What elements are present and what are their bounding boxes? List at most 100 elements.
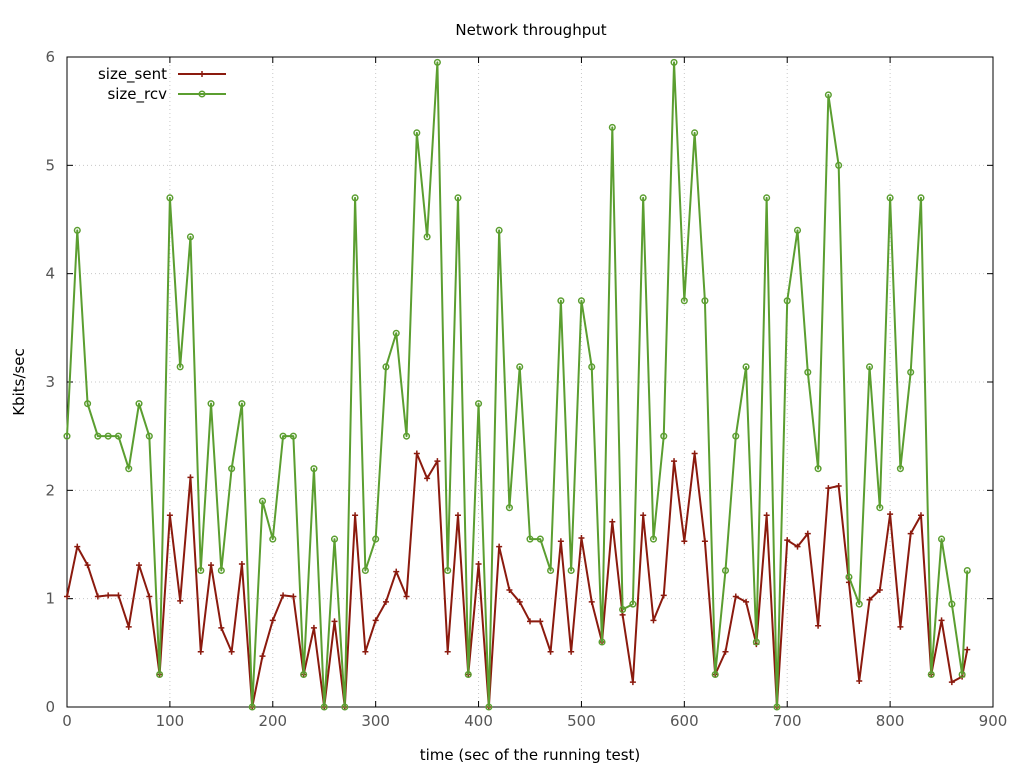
data-point-size_sent bbox=[964, 646, 971, 653]
data-point-size_rcv bbox=[475, 400, 483, 408]
data-point-size_rcv bbox=[382, 363, 390, 371]
data-point-size_sent bbox=[444, 648, 451, 655]
data-point-size_rcv bbox=[94, 432, 102, 440]
data-point-size_rcv bbox=[536, 535, 544, 543]
x-tick-label: 900 bbox=[979, 712, 1008, 730]
data-point-size_sent bbox=[187, 474, 194, 481]
data-point-size_rcv bbox=[670, 58, 678, 66]
data-point-size_rcv bbox=[330, 535, 339, 543]
x-tick-label: 400 bbox=[464, 712, 493, 730]
data-point-size_sent bbox=[557, 538, 564, 545]
series-size_sent bbox=[64, 450, 971, 710]
data-point-size_rcv bbox=[217, 566, 225, 575]
data-point-size_sent bbox=[938, 617, 945, 624]
data-point-size_rcv bbox=[423, 233, 431, 241]
data-point-size_rcv bbox=[835, 161, 843, 169]
x-tick-label: 700 bbox=[773, 712, 802, 730]
data-point-size_rcv bbox=[413, 129, 421, 137]
data-point-size_sent bbox=[763, 512, 770, 519]
data-point-size_rcv bbox=[125, 465, 133, 473]
data-point-size_sent bbox=[681, 538, 688, 545]
y-tick-label: 5 bbox=[45, 156, 55, 174]
data-point-size_rcv bbox=[917, 194, 925, 202]
data-point-size_sent bbox=[743, 598, 750, 605]
data-point-size_rcv bbox=[351, 194, 359, 202]
data-point-size_sent bbox=[331, 618, 338, 625]
data-point-size_rcv bbox=[63, 432, 71, 440]
data-point-size_rcv bbox=[258, 497, 267, 505]
data-point-size_rcv bbox=[176, 363, 184, 371]
data-point-size_sent bbox=[424, 475, 431, 482]
data-point-size_sent bbox=[310, 624, 317, 631]
x-tick-label: 0 bbox=[62, 712, 72, 730]
legend-label: size_rcv bbox=[107, 85, 167, 104]
data-point-size_rcv bbox=[814, 465, 822, 473]
x-tick-label: 100 bbox=[156, 712, 185, 730]
data-point-size_sent bbox=[876, 587, 883, 593]
data-point-size_rcv bbox=[207, 400, 215, 408]
data-point-size_rcv bbox=[948, 600, 956, 608]
data-point-size_sent bbox=[866, 596, 873, 603]
y-tick-label: 1 bbox=[45, 590, 55, 608]
data-point-size_rcv bbox=[289, 432, 297, 440]
data-point-size_rcv bbox=[938, 535, 946, 543]
data-point-size_rcv bbox=[197, 566, 205, 575]
data-point-size_rcv bbox=[186, 233, 195, 241]
data-point-size_sent bbox=[125, 623, 132, 630]
data-point-size_rcv bbox=[433, 58, 441, 66]
data-point-size_sent bbox=[660, 592, 667, 599]
data-point-size_sent bbox=[917, 512, 924, 519]
data-point-size_rcv bbox=[927, 670, 935, 679]
data-point-size_sent bbox=[403, 593, 410, 600]
legend-entry: size_rcv bbox=[107, 85, 226, 104]
data-point-size_sent bbox=[290, 593, 297, 600]
data-point-size_rcv bbox=[629, 600, 637, 608]
data-point-size_rcv bbox=[588, 363, 596, 371]
data-point-size_sent bbox=[887, 511, 894, 518]
data-point-size_sent bbox=[815, 622, 822, 629]
data-point-size_sent bbox=[197, 648, 204, 655]
data-point-size_rcv bbox=[639, 194, 647, 202]
data-point-size_rcv bbox=[248, 703, 256, 711]
data-point-size_rcv bbox=[104, 432, 112, 440]
y-tick-label: 3 bbox=[45, 373, 55, 391]
data-point-size_rcv bbox=[114, 432, 122, 440]
data-point-size_sent bbox=[588, 598, 595, 605]
data-point-size_rcv bbox=[485, 703, 493, 711]
data-point-size_sent bbox=[74, 543, 81, 550]
data-point-size_sent bbox=[671, 458, 678, 465]
data-point-size_sent bbox=[352, 512, 359, 519]
series-layer bbox=[63, 58, 971, 711]
legend-swatch-marker bbox=[198, 90, 206, 98]
data-point-size_sent bbox=[825, 485, 832, 492]
y-tick-label: 4 bbox=[45, 265, 55, 283]
data-point-size_sent bbox=[218, 624, 225, 631]
y-tick-label: 2 bbox=[45, 481, 55, 499]
data-point-size_rcv bbox=[773, 703, 781, 711]
data-point-size_sent bbox=[84, 562, 91, 569]
x-tick-label: 500 bbox=[567, 712, 596, 730]
data-point-size_rcv bbox=[444, 566, 452, 575]
x-tick-label: 800 bbox=[876, 712, 905, 730]
data-point-size_rcv bbox=[464, 670, 472, 679]
data-point-size_rcv bbox=[608, 123, 616, 131]
data-point-size_rcv bbox=[495, 226, 503, 234]
data-point-size_sent bbox=[701, 538, 708, 545]
data-point-size_sent bbox=[856, 678, 863, 684]
series-size_rcv bbox=[63, 58, 971, 711]
data-point-size_sent bbox=[475, 561, 482, 567]
data-point-size_rcv bbox=[783, 297, 791, 305]
data-point-size_sent bbox=[835, 483, 842, 489]
data-point-size_rcv bbox=[804, 368, 812, 376]
data-point-size_sent bbox=[115, 592, 122, 599]
data-point-size_rcv bbox=[526, 535, 534, 543]
data-point-size_rcv bbox=[845, 573, 853, 581]
data-point-size_rcv bbox=[865, 363, 874, 371]
data-point-size_rcv bbox=[516, 363, 524, 371]
data-point-size_sent bbox=[208, 562, 215, 569]
data-point-size_sent bbox=[537, 618, 544, 625]
data-point-size_rcv bbox=[341, 703, 349, 711]
data-point-size_rcv bbox=[135, 400, 143, 408]
